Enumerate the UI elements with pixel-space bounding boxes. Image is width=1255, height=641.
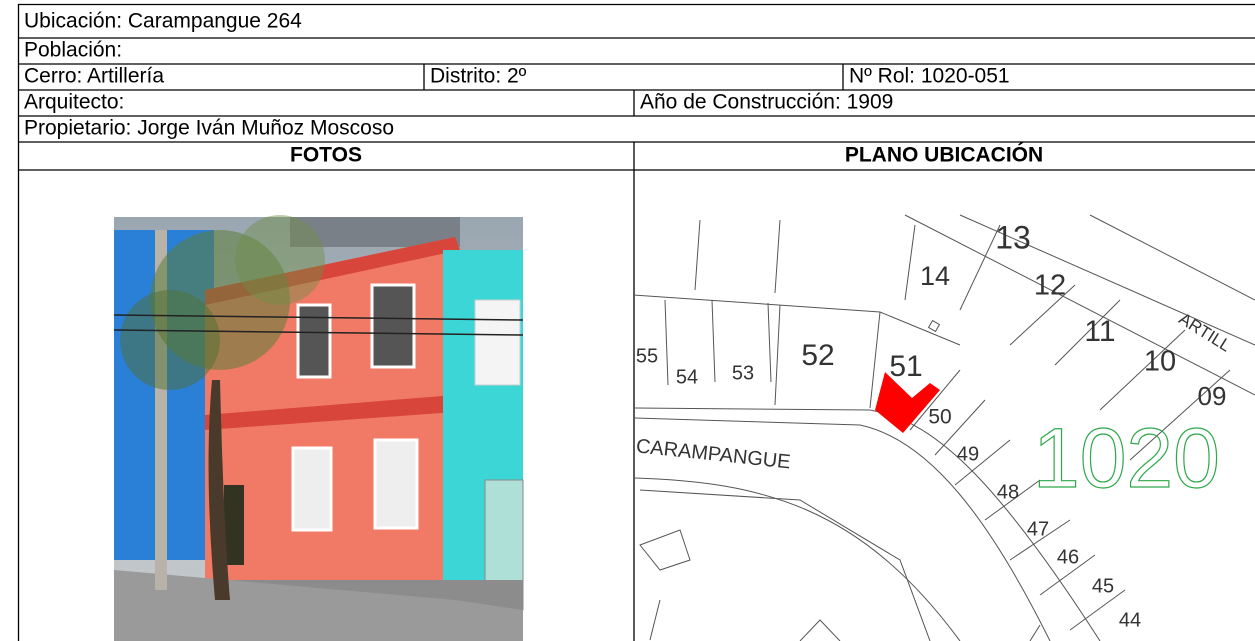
- field: Año de Construcción: 1909: [640, 91, 893, 114]
- map: [635, 214, 1255, 641]
- lot-number: 55: [636, 345, 658, 367]
- lot-number: 46: [1057, 546, 1079, 568]
- field: Distrito: 2º: [430, 65, 527, 88]
- field: Arquitecto:: [24, 91, 124, 114]
- block-number: 1020: [1033, 411, 1220, 505]
- lot-number: 50: [928, 406, 951, 429]
- table-grid: [17, 3, 1255, 641]
- field: Población:: [24, 39, 122, 62]
- lot-number: 47: [1027, 518, 1049, 540]
- lot-number: 53: [732, 362, 754, 384]
- field: Propietario: Jorge Iván Muñoz Moscoso: [24, 117, 394, 140]
- lot-number: 48: [997, 481, 1019, 503]
- lot-number: 51: [889, 350, 922, 383]
- photo: [113, 215, 524, 641]
- field: Nº Rol: 1020-051: [849, 65, 1010, 88]
- lot-number: 52: [801, 339, 834, 372]
- field: Ubicación: Carampangue 264: [24, 10, 302, 33]
- lot-number: 13: [995, 219, 1031, 255]
- field: Cerro: Artillería: [24, 65, 164, 88]
- section-title: FOTOS: [290, 144, 362, 167]
- lot-number: 12: [1034, 270, 1066, 302]
- lot-number: 14: [920, 261, 950, 291]
- lot-number: 54: [676, 366, 698, 388]
- lot-number: 10: [1144, 346, 1176, 378]
- parcel-highlight: [875, 372, 940, 433]
- lot-number: 45: [1092, 575, 1114, 597]
- section-title: PLANO UBICACIÓN: [845, 143, 1043, 167]
- lot-number: 49: [957, 443, 979, 465]
- lot-number: 44: [1119, 609, 1141, 631]
- street-name: CARAMPANGUE: [635, 435, 792, 473]
- lot-number: 09: [1198, 381, 1227, 411]
- lot-number: 11: [1084, 315, 1115, 348]
